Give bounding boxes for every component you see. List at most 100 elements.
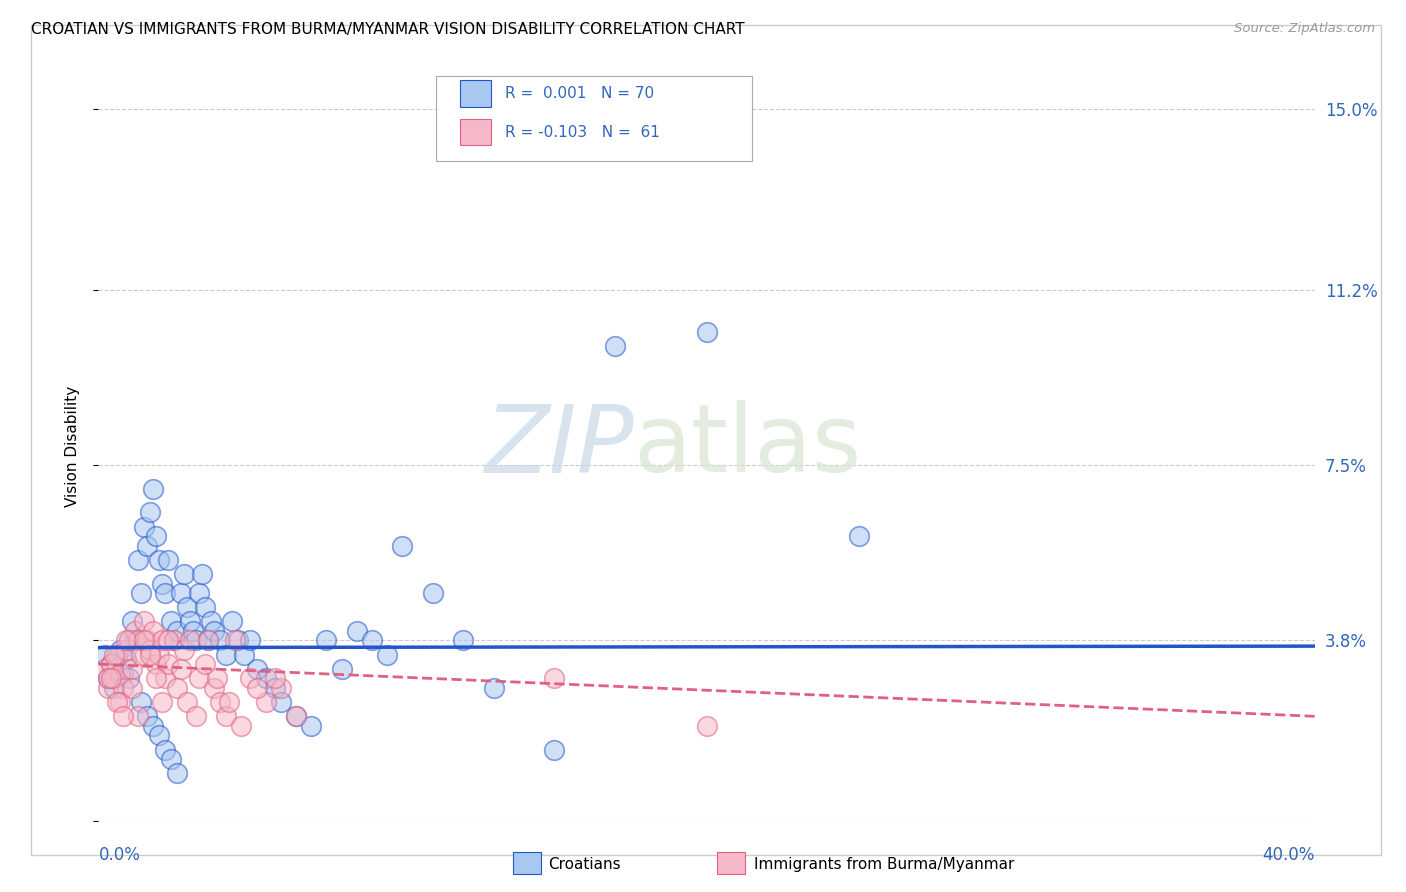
Point [103,648,125,662]
Point [245,662,267,676]
Point [200,615,222,629]
Point [148,728,170,742]
Point [184,633,207,648]
Point [285,709,308,723]
Point [285,709,308,723]
Point [163,633,186,648]
Point [375,648,398,662]
Point [187,672,209,686]
Point [215,648,238,662]
Point [197,633,219,648]
Point [299,719,322,733]
Point [155,586,177,600]
Text: 0.0%: 0.0% [98,846,141,863]
Point [197,633,219,648]
Point [160,615,183,629]
Text: R = -0.103   N =  61: R = -0.103 N = 61 [505,125,659,139]
Point [129,648,152,662]
Point [96,672,118,686]
Point [124,633,146,648]
Point [136,633,159,648]
Point [150,633,173,648]
Text: Croatians: Croatians [548,857,621,871]
Point [696,325,718,339]
Point [221,615,243,629]
Point [111,681,134,695]
Point [187,586,209,600]
Text: Immigrants from Burma/Myanmar: Immigrants from Burma/Myanmar [754,857,1014,871]
Point [108,695,131,709]
Point [139,643,162,657]
Point [543,672,565,686]
Point [226,633,249,648]
Point [155,742,177,756]
Point [173,567,195,582]
Point [179,615,201,629]
Point [270,695,292,709]
Point [142,719,165,733]
Point [166,766,188,780]
Point [132,519,155,533]
Text: R =  0.001   N = 70: R = 0.001 N = 70 [505,87,654,101]
Point [129,586,152,600]
Point [209,633,232,648]
Point [108,666,131,681]
Point [157,657,180,672]
Point [132,633,155,648]
Point [191,567,214,582]
Point [245,681,267,695]
Text: CROATIAN VS IMMIGRANTS FROM BURMA/MYANMAR VISION DISABILITY CORRELATION CHART: CROATIAN VS IMMIGRANTS FROM BURMA/MYANMA… [31,22,745,37]
Point [391,539,413,553]
Text: Source: ZipAtlas.com: Source: ZipAtlas.com [1234,22,1375,36]
Point [121,615,143,629]
Point [169,586,191,600]
Point [142,624,165,638]
Point [361,633,384,648]
Point [218,695,240,709]
Point [163,633,186,648]
Point [239,672,262,686]
Point [114,643,136,657]
Point [114,633,136,648]
Text: 40.0%: 40.0% [1263,846,1315,863]
Point [166,681,188,695]
Point [239,633,262,648]
Point [215,709,238,723]
Point [145,529,167,543]
Point [150,695,173,709]
Point [330,662,353,676]
Text: ZIP: ZIP [484,401,634,491]
Point [93,662,115,676]
Point [270,681,292,695]
Point [209,695,232,709]
Point [100,672,122,686]
Point [254,695,277,709]
Point [605,339,627,353]
Point [148,553,170,567]
Point [254,672,277,686]
Point [346,624,368,638]
Point [139,648,162,662]
Point [129,695,152,709]
Point [422,586,444,600]
Point [160,752,183,766]
Point [127,633,149,648]
Point [105,695,128,709]
Point [176,695,198,709]
Point [181,624,204,638]
Point [173,643,195,657]
Point [142,482,165,496]
Point [205,672,228,686]
Point [150,576,173,591]
Point [263,681,285,695]
Point [132,615,155,629]
Point [111,709,134,723]
Point [108,643,131,657]
Point [696,719,718,733]
Point [202,681,225,695]
Point [179,633,201,648]
Point [224,633,246,648]
Point [194,600,217,615]
Text: atlas: atlas [634,400,862,492]
Point [315,633,337,648]
